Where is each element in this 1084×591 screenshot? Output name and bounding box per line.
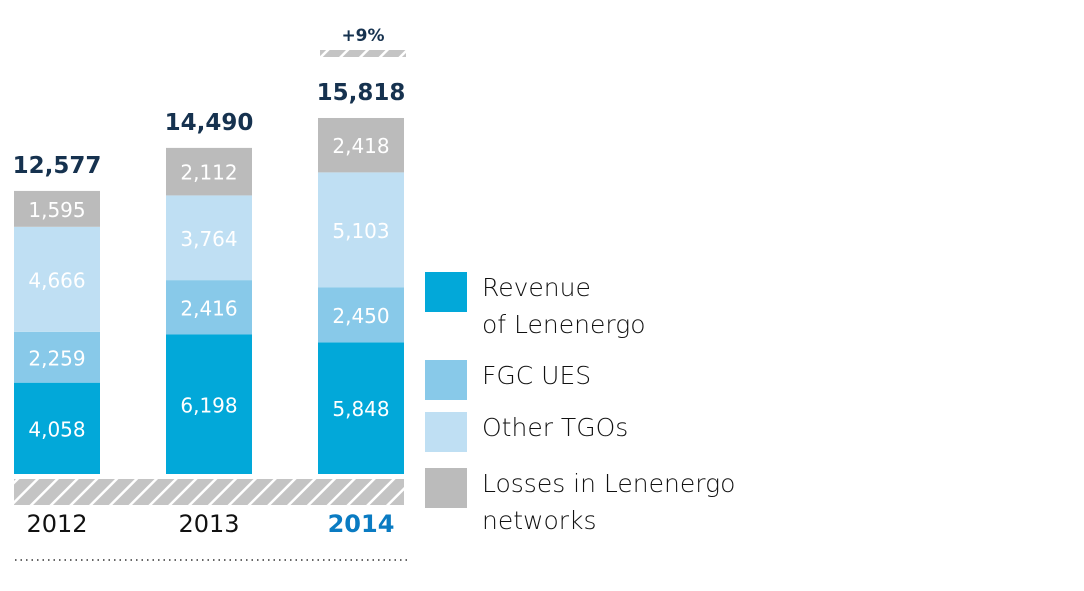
bar-segment <box>318 117 404 173</box>
total-label: 15,818 <box>317 80 406 106</box>
total-label: 12,577 <box>13 153 102 179</box>
segment-value-label: 1,595 <box>28 198 85 222</box>
segment-value-label: 5,848 <box>332 397 389 421</box>
x-tick-label: 2014 <box>328 510 395 538</box>
legend-swatch <box>425 412 467 452</box>
legend-swatch <box>425 360 467 400</box>
bar-segment <box>14 190 100 227</box>
x-tick-label: 2012 <box>26 510 87 538</box>
legend-label: Losses in Lenenergo networks <box>482 469 736 535</box>
segment-value-label: 5,103 <box>332 219 389 243</box>
segment-value-label: 2,259 <box>28 346 85 370</box>
bar-segment <box>318 287 404 343</box>
bar-segment <box>14 226 100 332</box>
legend-swatch <box>425 272 467 312</box>
legend-label: FGC UES <box>482 361 592 390</box>
segment-value-label: 4,666 <box>28 268 85 292</box>
bar-segment <box>14 382 100 474</box>
segment-value-label: 2,416 <box>180 296 237 320</box>
segment-value-label: 3,764 <box>180 227 237 251</box>
segment-value-label: 4,058 <box>28 417 85 441</box>
bar-segment <box>166 195 252 281</box>
bar-segment <box>318 342 404 474</box>
segment-value-label: 2,450 <box>332 304 389 328</box>
legend-label: Other TGOs <box>482 413 629 442</box>
growth-hatch-band <box>320 50 406 57</box>
segment-value-label: 6,198 <box>180 393 237 417</box>
total-label: 14,490 <box>165 110 254 136</box>
segment-value-label: 2,418 <box>332 134 389 158</box>
bar-segment <box>166 147 252 196</box>
bar-segment <box>318 172 404 288</box>
bar-segment <box>166 334 252 474</box>
segment-value-label: 2,112 <box>180 161 237 185</box>
legend-swatch <box>425 468 467 508</box>
legend-label: Revenue of Lenenergo <box>482 273 646 339</box>
bar-segment <box>166 280 252 335</box>
bar-segment <box>14 331 100 383</box>
axis-hatch-band <box>14 479 404 505</box>
x-tick-label: 2013 <box>178 510 239 538</box>
growth-annotation: +9% <box>341 26 384 46</box>
